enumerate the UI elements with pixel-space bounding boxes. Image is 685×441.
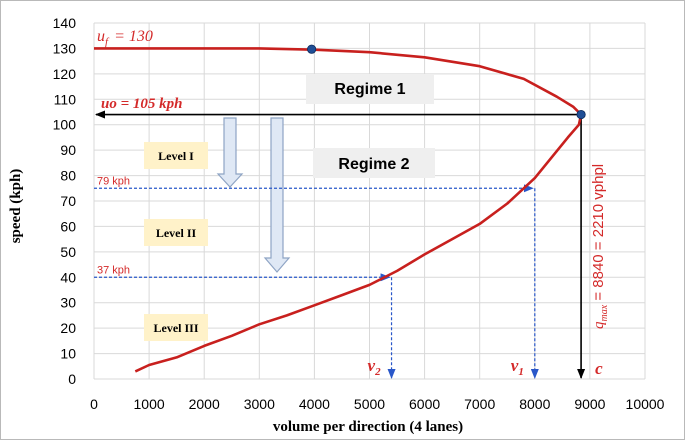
curve-markers: [307, 44, 586, 120]
level2-label: Level II: [156, 226, 197, 240]
speed-volume-curve: [94, 47, 583, 373]
y-tick-label: 0: [68, 371, 76, 387]
y-tick-label: 120: [53, 66, 77, 82]
y-tick-label: 30: [60, 295, 76, 311]
level1-label: Level I: [158, 149, 194, 163]
y-tick-label: 60: [60, 218, 76, 234]
x-tick-label: 5000: [354, 396, 385, 412]
regime1-label: Regime 1: [334, 81, 405, 98]
free-flow-speed-label: uf = 130: [97, 28, 153, 48]
y-tick-labels: 0 10 20 30 40 50 60 70 80 90 100 110 120 130 140: [53, 15, 77, 387]
regime2-box: [313, 148, 435, 178]
y-tick-label: 130: [53, 40, 77, 56]
y-tick-label: 70: [60, 193, 76, 209]
level-transition-arrow-1: [216, 117, 244, 188]
level2-box: [144, 219, 208, 246]
y-tick-label: 100: [53, 117, 77, 133]
x-tick-label: 4000: [299, 396, 330, 412]
speed-37-label: 37 kph: [97, 264, 130, 276]
optimum-speed-label: uo = 105 kph: [101, 96, 182, 112]
reference-lines: [94, 110, 586, 379]
y-tick-label: 80: [60, 168, 76, 184]
v2-label: v2: [368, 356, 382, 378]
x-tick-label: 7000: [464, 396, 495, 412]
x-tick-label: 3000: [244, 396, 275, 412]
x-tick-label: 8000: [519, 396, 550, 412]
x-tick-label: 2000: [189, 396, 220, 412]
y-tick-label: 140: [53, 15, 77, 31]
curve-marker: [307, 44, 317, 54]
capacity-label: qmax = 8840 = 2210 vphpl: [590, 164, 610, 329]
y-tick-label: 20: [60, 320, 76, 336]
level3-label: Level III: [154, 321, 199, 335]
level-transition-arrow-2: [263, 117, 291, 273]
curve-marker: [576, 109, 586, 120]
y-tick-label: 10: [60, 346, 76, 362]
y-tick-label: 110: [54, 91, 77, 107]
regime1-box: [306, 74, 434, 104]
y-tick-label: 50: [60, 244, 76, 260]
level1-box: [144, 142, 208, 169]
y-tick-label: 90: [60, 142, 76, 158]
x-tick-label: 10000: [626, 396, 665, 412]
x-tick-label: 9000: [574, 396, 605, 412]
speed-79-label: 79 kph: [97, 175, 130, 187]
v1-label: v1: [511, 356, 524, 378]
capacity-c-label: c: [595, 359, 603, 378]
x-tick-labels: 0 1000 2000 3000 4000 5000 6000 7000 8000 9000 100…: [90, 396, 665, 412]
level3-box: [144, 314, 208, 341]
x-tick-label: 1000: [134, 396, 165, 412]
x-axis-title: volume per direction (4 lanes): [273, 419, 463, 435]
regime2-label: Regime 2: [338, 156, 409, 173]
y-axis-title: speed (kph): [8, 169, 24, 244]
x-tick-label: 6000: [409, 396, 440, 412]
gridlines: [93, 22, 646, 380]
y-tick-label: 40: [60, 269, 76, 285]
x-tick-label: 0: [90, 396, 98, 412]
